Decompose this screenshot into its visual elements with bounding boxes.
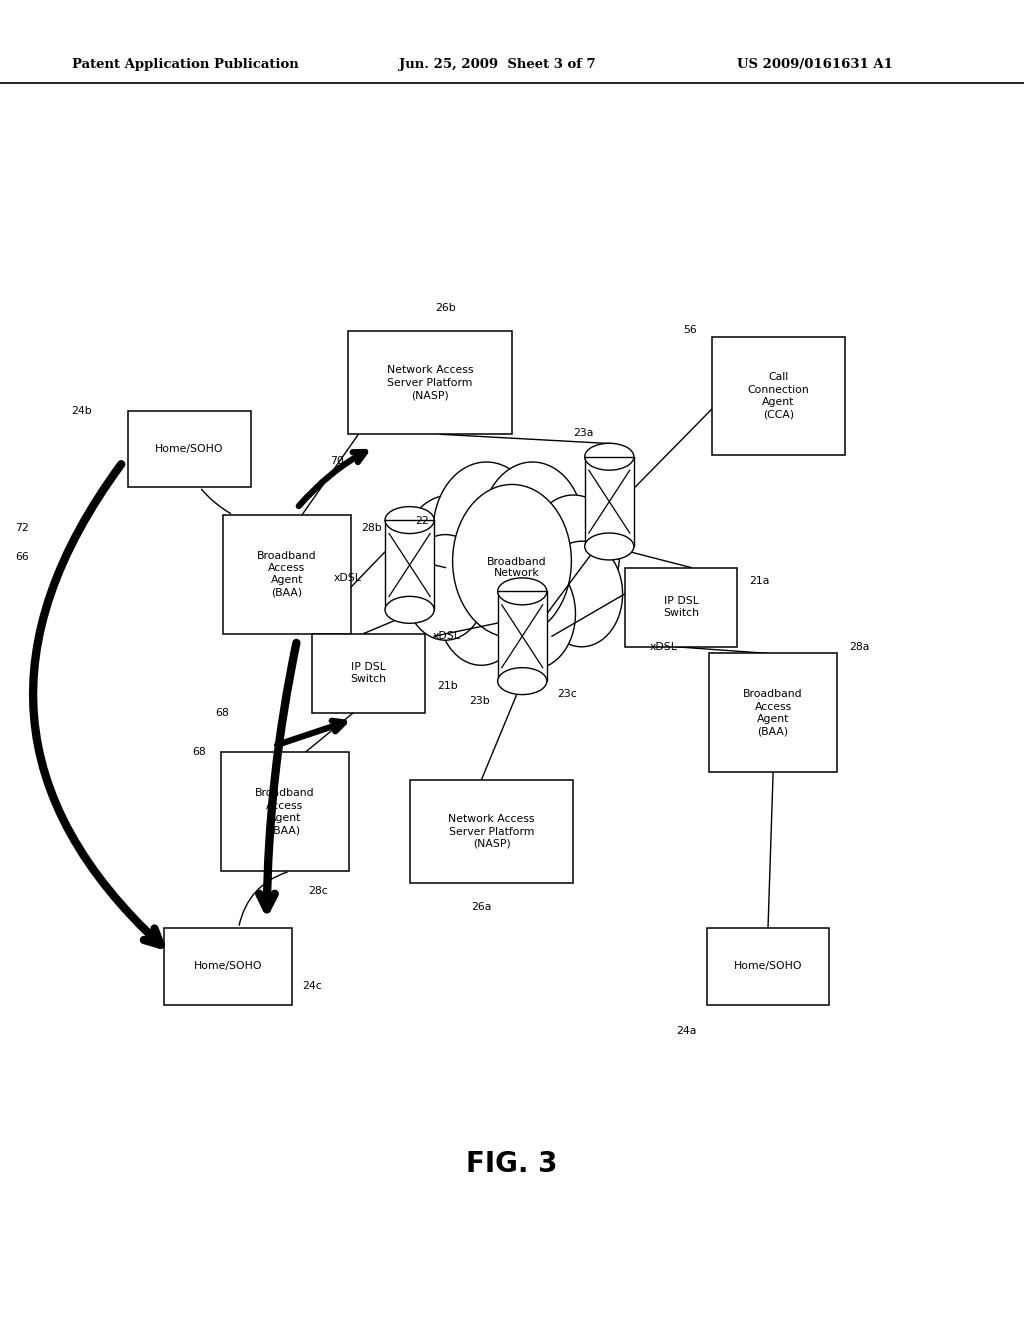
Text: Patent Application Publication: Patent Application Publication	[72, 58, 298, 71]
Text: 26a: 26a	[471, 902, 492, 912]
FancyBboxPatch shape	[164, 928, 293, 1005]
Circle shape	[527, 495, 620, 614]
Bar	[585, 457, 634, 546]
Ellipse shape	[385, 507, 434, 533]
Text: 23c: 23c	[557, 689, 577, 700]
FancyBboxPatch shape	[709, 653, 838, 772]
FancyBboxPatch shape	[312, 634, 425, 713]
FancyBboxPatch shape	[625, 568, 737, 647]
FancyBboxPatch shape	[707, 928, 829, 1005]
Text: 68: 68	[193, 747, 206, 758]
Text: 26b: 26b	[435, 302, 456, 313]
Text: Home/SOHO: Home/SOHO	[195, 961, 262, 972]
Text: 28b: 28b	[361, 523, 382, 533]
Text: 70: 70	[330, 455, 344, 466]
FancyBboxPatch shape	[410, 780, 573, 883]
Text: 28a: 28a	[850, 642, 869, 652]
Text: 66: 66	[15, 552, 29, 562]
Circle shape	[404, 535, 486, 640]
Circle shape	[399, 495, 502, 627]
Text: US 2009/0161631 A1: US 2009/0161631 A1	[737, 58, 893, 71]
Text: Broadband
Access
Agent
(BAA): Broadband Access Agent (BAA)	[257, 550, 316, 598]
Circle shape	[489, 558, 575, 669]
Text: Broadband
Network: Broadband Network	[487, 557, 547, 578]
Text: Network Access
Server Platform
(NASP): Network Access Server Platform (NASP)	[387, 366, 473, 400]
Circle shape	[438, 554, 524, 665]
FancyBboxPatch shape	[348, 331, 512, 434]
Ellipse shape	[498, 668, 547, 694]
Text: 21b: 21b	[437, 681, 458, 692]
Text: 24c: 24c	[303, 981, 323, 991]
Text: Network Access
Server Platform
(NASP): Network Access Server Platform (NASP)	[449, 814, 535, 849]
Text: Home/SOHO: Home/SOHO	[156, 444, 223, 454]
Text: 72: 72	[15, 523, 29, 533]
FancyBboxPatch shape	[128, 411, 251, 487]
Circle shape	[481, 462, 584, 594]
Text: FIG. 3: FIG. 3	[466, 1150, 558, 1179]
Text: 23b: 23b	[469, 696, 489, 706]
Text: xDSL: xDSL	[649, 642, 678, 652]
Bar	[385, 520, 434, 610]
Text: 56: 56	[683, 325, 696, 335]
FancyBboxPatch shape	[223, 515, 350, 634]
Ellipse shape	[498, 578, 547, 605]
Text: 22: 22	[415, 516, 428, 527]
Text: IP DSL
Switch: IP DSL Switch	[350, 663, 387, 684]
Text: xDSL: xDSL	[334, 573, 361, 583]
Text: 28c: 28c	[307, 886, 328, 896]
Text: 21a: 21a	[750, 576, 770, 586]
Circle shape	[453, 484, 571, 638]
Text: Call
Connection
Agent
(CCA): Call Connection Agent (CCA)	[748, 372, 809, 420]
FancyBboxPatch shape	[221, 752, 348, 871]
Circle shape	[433, 462, 540, 599]
Text: 24a: 24a	[676, 1026, 696, 1036]
Ellipse shape	[385, 597, 434, 623]
Text: xDSL: xDSL	[433, 631, 461, 642]
Text: 68: 68	[216, 708, 229, 718]
FancyBboxPatch shape	[712, 337, 845, 455]
Ellipse shape	[585, 444, 634, 470]
Circle shape	[541, 541, 623, 647]
Ellipse shape	[585, 533, 634, 560]
Text: Home/SOHO: Home/SOHO	[734, 961, 802, 972]
Text: 23a: 23a	[573, 428, 594, 438]
Text: 24b: 24b	[72, 405, 92, 416]
Text: IP DSL
Switch: IP DSL Switch	[663, 597, 699, 618]
Bar	[498, 591, 547, 681]
Text: Jun. 25, 2009  Sheet 3 of 7: Jun. 25, 2009 Sheet 3 of 7	[399, 58, 596, 71]
Text: Broadband
Access
Agent
(BAA): Broadband Access Agent (BAA)	[743, 689, 803, 737]
Text: Broadband
Access
Agent
(BAA): Broadband Access Agent (BAA)	[255, 788, 314, 836]
